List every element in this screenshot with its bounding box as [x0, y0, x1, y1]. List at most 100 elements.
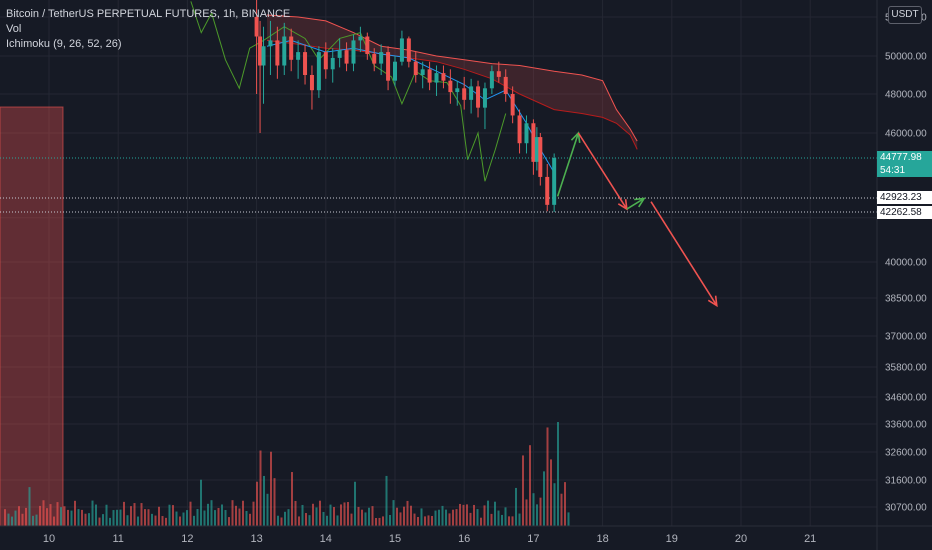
candle-body: [296, 52, 301, 60]
volume-bar: [98, 517, 101, 526]
volume-bar: [18, 506, 20, 526]
forecast-arrow-head: [707, 295, 718, 308]
volume-bar: [396, 507, 398, 526]
x-tick-label: 21: [804, 533, 816, 545]
candle-body: [254, 17, 259, 37]
volume-bar: [515, 487, 517, 526]
volume-bar: [508, 516, 510, 526]
volume-bar: [354, 481, 356, 526]
volume-bar: [53, 516, 55, 526]
volume-bar: [445, 509, 447, 526]
candle-body: [534, 137, 539, 162]
volume-bar: [557, 422, 559, 526]
y-tick-label: 37000.00: [885, 332, 927, 343]
current-price-tag: 44777.98 54:31: [877, 151, 932, 177]
candle-body: [427, 69, 432, 83]
volume-bar: [67, 509, 69, 526]
volume-bar: [280, 517, 283, 526]
volume-bar: [480, 517, 482, 526]
candle-body: [496, 71, 501, 77]
candle-body: [434, 73, 439, 83]
volume-bar: [102, 514, 104, 526]
volume-bar: [182, 512, 185, 526]
volume-bar: [221, 504, 223, 526]
ichimoku-indicator-label[interactable]: Ichimoku (9, 26, 52, 26): [6, 38, 122, 50]
candle-body: [517, 115, 522, 144]
volume-bar: [473, 504, 475, 526]
candle-body: [413, 61, 418, 75]
candle-body: [330, 57, 335, 70]
volume-bar: [340, 504, 342, 526]
candle-body: [351, 40, 356, 64]
volume-bar: [161, 516, 164, 526]
volume-bar: [441, 505, 444, 526]
volume-bar: [119, 509, 122, 526]
candle-body: [309, 75, 314, 91]
volume-bar: [536, 504, 538, 526]
candle-body: [406, 38, 411, 62]
volume-bar: [231, 500, 234, 526]
volume-bar: [431, 515, 433, 526]
volume-bar: [168, 504, 171, 526]
volume-bar: [228, 517, 230, 526]
x-tick-label: 12: [181, 533, 193, 545]
volume-bar: [263, 475, 265, 526]
volume-bar: [42, 500, 45, 526]
forecast-arrow: [626, 197, 645, 210]
chart-legend: Bitcoin / TetherUS PERPETUAL FUTURES, 1h…: [6, 7, 290, 52]
volume-bar: [39, 505, 41, 526]
volume-bar: [242, 500, 244, 526]
volume-bar: [140, 503, 143, 526]
volume-bar: [175, 511, 178, 526]
vol-indicator-label[interactable]: Vol: [6, 23, 22, 35]
volume-bar: [210, 500, 213, 526]
volume-bar: [126, 515, 129, 526]
volume-bar: [560, 493, 563, 526]
volume-bar: [21, 513, 24, 526]
volume-bar: [95, 504, 97, 526]
volume-bar: [389, 514, 391, 526]
volume-bar: [522, 455, 524, 526]
volume-bar: [525, 499, 528, 526]
candle-body: [258, 36, 263, 66]
volume-bar: [434, 510, 437, 526]
volume-bar: [529, 445, 531, 526]
forecast-arrow: [556, 132, 580, 197]
candle-body: [552, 157, 557, 205]
volume-bar: [158, 506, 160, 526]
volume-bar: [116, 509, 118, 526]
x-tick-label: 13: [250, 533, 262, 545]
x-tick-label: 16: [458, 533, 470, 545]
volume-bar: [347, 502, 349, 526]
x-tick-label: 17: [527, 533, 539, 545]
y-tick-label: 34600.00: [885, 393, 927, 404]
volume-bar: [392, 500, 395, 526]
currency-badge[interactable]: USDT: [888, 6, 922, 24]
volume-bar: [378, 517, 381, 526]
candle-body: [462, 88, 467, 100]
volume-bar: [368, 507, 370, 526]
volume-bar: [56, 502, 59, 526]
volume-bar: [497, 510, 500, 526]
volume-bar: [452, 509, 454, 526]
volume-bar: [448, 513, 451, 526]
candle-body: [386, 52, 391, 81]
volume-bar: [203, 510, 206, 526]
volume-bar: [406, 500, 409, 526]
volume-bar: [319, 500, 321, 526]
volume-bar: [284, 511, 286, 526]
volume-bar: [420, 508, 423, 526]
volume-bar: [172, 505, 174, 526]
volume-bar: [382, 516, 384, 526]
y-tick-label: 30700.00: [885, 503, 927, 514]
volume-bar: [490, 513, 493, 526]
forecast-arrow: [650, 201, 718, 307]
symbol-title: Bitcoin / TetherUS PERPETUAL FUTURES, 1h…: [6, 8, 291, 20]
volume-bar: [424, 516, 426, 526]
volume-bar: [532, 493, 535, 526]
y-tick-label: 40000.00: [885, 258, 927, 269]
candle-body: [275, 40, 280, 66]
volume-bar: [235, 505, 237, 526]
y-tick-label: 48000.00: [885, 90, 927, 101]
